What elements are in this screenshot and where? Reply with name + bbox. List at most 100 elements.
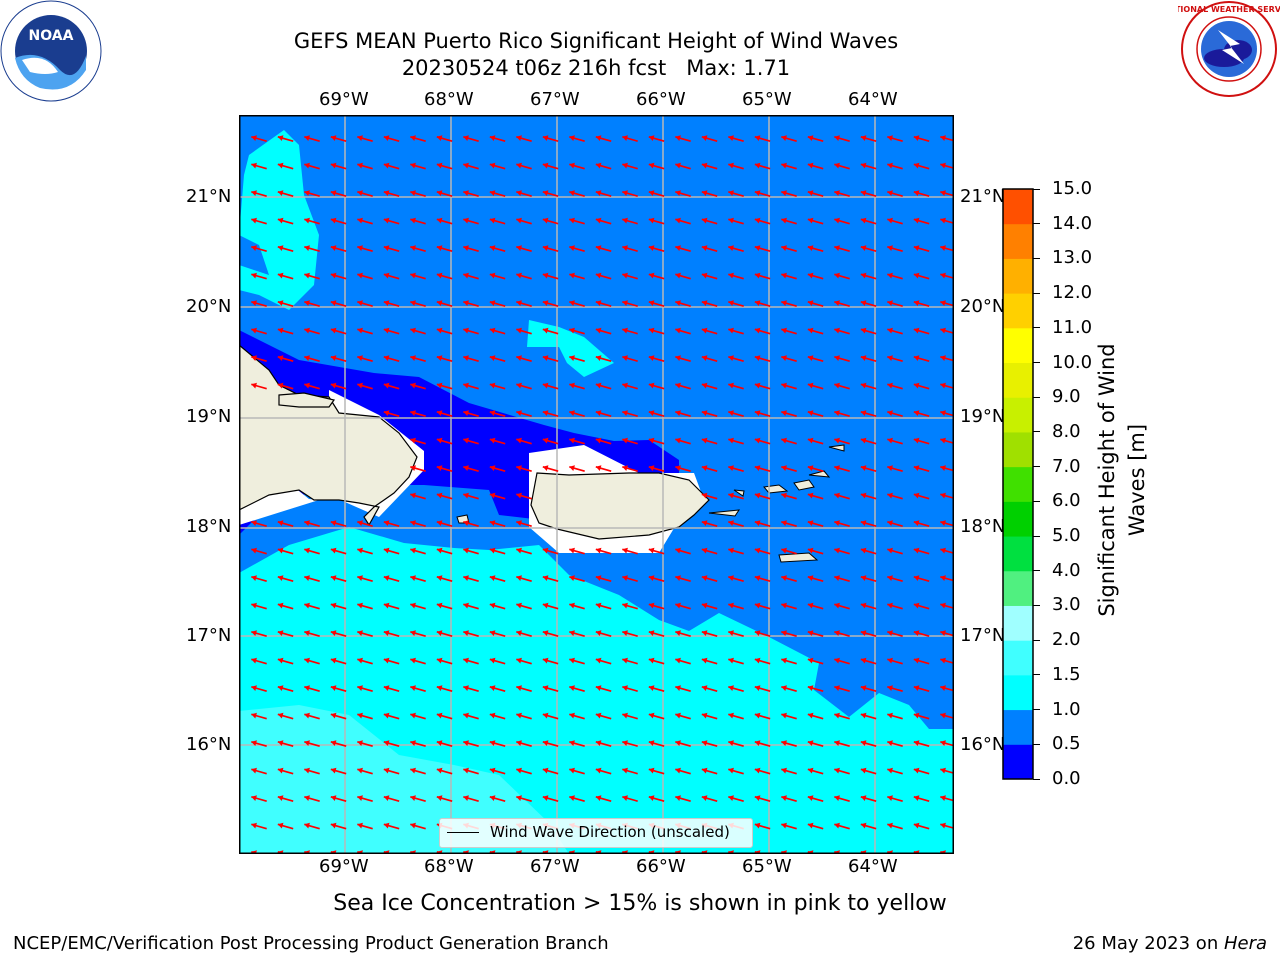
colorbar-tick-mark	[1033, 466, 1040, 468]
wind-arrow	[887, 410, 903, 417]
colorbar-title-line1: Significant Height of Wind	[1095, 343, 1119, 617]
wind-arrow	[330, 190, 347, 197]
wind-arrow	[383, 740, 400, 747]
wind-arrow	[622, 547, 638, 555]
wind-arrow	[436, 630, 453, 637]
wind-arrow	[595, 135, 612, 142]
wind-arrow	[860, 492, 877, 500]
wind-arrow	[595, 245, 612, 252]
colorbar-title: Significant Height of Wind Waves [m]	[1092, 250, 1172, 710]
wind-arrow	[622, 135, 638, 142]
wind-arrow	[569, 217, 585, 225]
wind-arrow	[463, 410, 479, 417]
wind-arrow	[463, 465, 479, 472]
colorbar-tick-label: 8.0	[1052, 420, 1081, 442]
colorbar-tick-label: 7.0	[1052, 455, 1081, 477]
wind-arrow	[728, 767, 744, 775]
wind-arrow	[463, 355, 479, 362]
wind-arrow	[860, 602, 877, 610]
wind-arrow	[807, 795, 824, 802]
wind-arrow	[834, 740, 850, 747]
wind-arrow	[701, 492, 718, 500]
wind-arrow	[648, 217, 665, 225]
wind-arrow	[913, 575, 930, 582]
wind-arrow	[489, 190, 506, 197]
wind-arrow	[410, 135, 426, 142]
wind-arrow	[728, 162, 744, 170]
wind-arrow	[913, 135, 930, 142]
wind-arrow	[330, 630, 347, 637]
wind-arrow	[277, 520, 294, 527]
wind-arrow	[516, 382, 532, 390]
wind-arrow	[330, 657, 347, 665]
wind-arrow	[860, 135, 877, 142]
wind-arrow	[781, 437, 797, 445]
wind-arrow	[330, 355, 347, 362]
wind-arrow	[781, 217, 797, 225]
wind-arrow	[913, 795, 930, 802]
wind-arrow	[834, 575, 850, 582]
colorbar-tick-mark	[1033, 396, 1040, 398]
wind-arrow	[675, 300, 691, 307]
lon-label-bottom: 64°W	[848, 856, 898, 877]
wind-arrow	[251, 245, 267, 252]
wind-arrow	[754, 162, 771, 170]
wind-arrow	[410, 657, 426, 665]
wind-arrow	[251, 135, 267, 142]
colorbar-tick-label: 11.0	[1052, 316, 1093, 338]
wind-arrow	[251, 520, 267, 527]
wind-arrow	[516, 300, 532, 307]
wind-arrow	[251, 657, 267, 665]
wind-arrow	[595, 630, 612, 637]
wind-arrow	[754, 685, 771, 692]
wind-arrow	[781, 327, 797, 335]
wind-arrow	[410, 162, 426, 170]
wind-arrow	[754, 190, 771, 197]
wind-arrow	[410, 355, 426, 362]
wind-arrow	[463, 327, 479, 335]
colorbar-tick-label: 1.0	[1052, 698, 1081, 720]
wind-arrow	[622, 300, 638, 307]
wind-arrow	[251, 300, 267, 307]
wind-arrow	[516, 575, 532, 582]
wind-arrow	[913, 272, 930, 280]
wind-arrow	[383, 382, 400, 390]
wind-arrow	[728, 630, 744, 637]
wind-arrow	[648, 685, 665, 692]
wind-arrow	[595, 575, 612, 582]
wind-arrow	[622, 465, 638, 472]
wind-arrow	[701, 437, 718, 445]
wind-arrow	[251, 795, 267, 802]
wind-arrow	[304, 602, 320, 610]
colorbar-tick-mark	[1033, 327, 1040, 329]
wind-arrow	[595, 190, 612, 197]
wind-arrow	[489, 355, 506, 362]
wind-arrow	[622, 630, 638, 637]
wind-arrow	[251, 767, 267, 775]
wind-arrow	[781, 547, 797, 555]
wind-arrow	[489, 465, 506, 472]
wind-arrow	[701, 327, 718, 335]
wind-arrow	[436, 437, 453, 445]
wind-arrow	[701, 740, 718, 747]
wind-arrow	[304, 767, 320, 775]
wind-arrow	[542, 410, 559, 417]
wind-arrow	[516, 685, 532, 692]
wind-arrow	[304, 245, 320, 252]
wind-arrow	[728, 465, 744, 472]
chart-subtitle-forecast: 20230524 t06z 216h fcst Max: 1.71	[401, 56, 791, 80]
wind-arrow	[277, 135, 294, 142]
wind-arrow	[436, 712, 453, 720]
wind-arrow	[701, 685, 718, 692]
wind-arrow	[754, 217, 771, 225]
wind-arrow	[251, 712, 267, 720]
wind-arrow	[383, 355, 400, 362]
wind-arrow	[357, 162, 373, 170]
wind-arrow	[569, 355, 585, 362]
wind-arrow	[330, 245, 347, 252]
wind-arrow	[489, 300, 506, 307]
colorbar-tick-mark	[1033, 674, 1040, 676]
wind-arrow	[807, 245, 824, 252]
colorbar-tick-label: 4.0	[1052, 559, 1081, 581]
colorbar-tick-mark	[1033, 639, 1040, 641]
